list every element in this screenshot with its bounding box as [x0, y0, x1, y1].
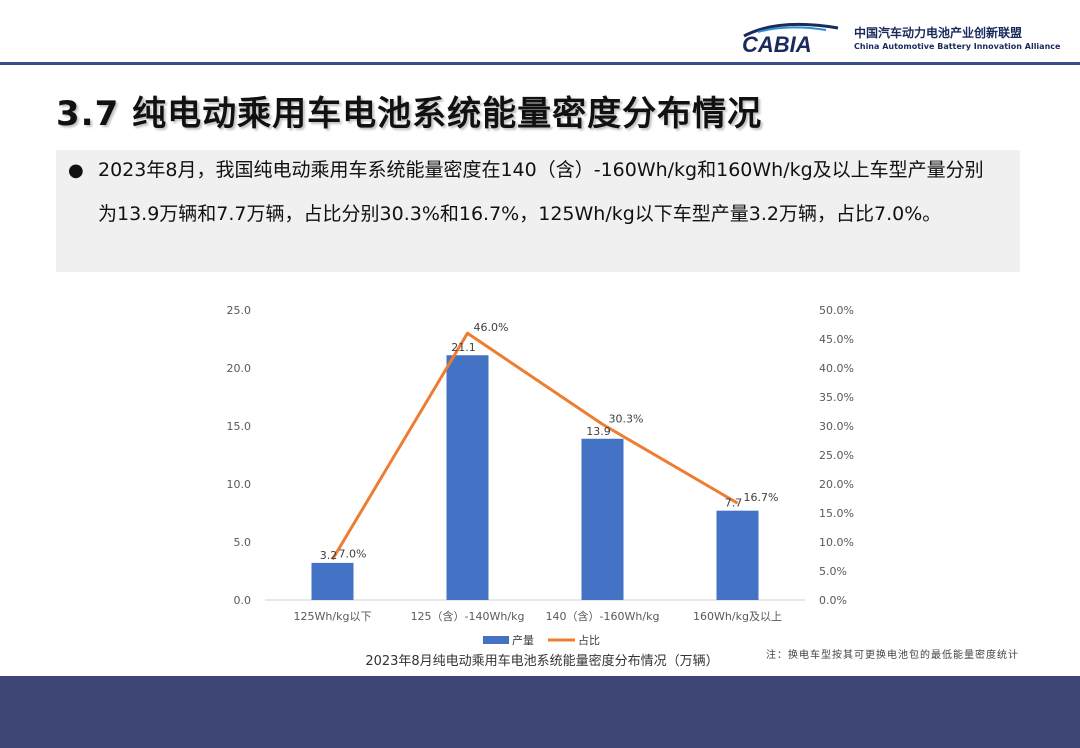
logo-swoosh-icon	[743, 22, 839, 38]
y-right-tick-label: 45.0%	[819, 333, 854, 346]
bar-data-label: 3.2	[320, 549, 338, 562]
bar-data-label: 21.1	[451, 341, 476, 354]
bar-data-label: 7.7	[725, 497, 743, 510]
line-data-label: 46.0%	[474, 321, 509, 334]
y-right-tick-label: 0.0%	[819, 594, 847, 607]
y-right-tick-label: 20.0%	[819, 478, 854, 491]
summary-box	[56, 150, 1020, 272]
legend-line-label: 占比	[578, 633, 600, 647]
chart-title: 2023年8月纯电动乘用车电池系统能量密度分布情况（万辆）	[0, 650, 1080, 669]
y-right-tick-label: 15.0%	[819, 507, 854, 520]
y-right-tick-label: 35.0%	[819, 391, 854, 404]
bar-1	[446, 355, 489, 600]
share-line	[331, 331, 739, 561]
chart-title-text: 2023年8月纯电动乘用车电池系统能量密度分布情况（万辆）	[365, 654, 719, 669]
cabia-logo: CABIA 中国汽车动力电池产业创新联盟 China Automotive Ba…	[738, 14, 1068, 58]
y-right-tick-label: 5.0%	[819, 565, 847, 578]
y-right-tick-label: 25.0%	[819, 449, 854, 462]
logo-swoosh-accent-icon	[757, 26, 827, 33]
slide-title: 3.7 纯电动乘用车电池系统能量密度分布情况	[56, 94, 763, 134]
legend-bar-label: 产量	[512, 633, 534, 647]
y-right-tick-label: 40.0%	[819, 362, 854, 375]
bar-0	[311, 562, 354, 600]
bar-3	[716, 510, 759, 600]
org-name-en: China Automotive Battery Innovation Alli…	[854, 42, 1061, 51]
summary-text: 2023年8月，我国纯电动乘用车系统能量密度在140（含）-160Wh/kg和1…	[98, 159, 984, 225]
line-data-label: 30.3%	[609, 412, 644, 425]
legend-bar-swatch	[483, 636, 509, 644]
bullet-icon: ●	[68, 160, 84, 181]
y-left-tick-label: 20.0	[227, 362, 252, 375]
y-left-tick-label: 0.0	[234, 594, 252, 607]
y-right-tick-label: 10.0%	[819, 536, 854, 549]
cabia-logo-mark: CABIA	[742, 22, 839, 57]
y-left-tick-label: 5.0	[234, 536, 252, 549]
x-tick-label: 125（含）-140Wh/kg	[411, 609, 525, 623]
footer-band	[0, 676, 1080, 748]
org-name-cn: 中国汽车动力电池产业创新联盟	[854, 26, 1023, 40]
footnote: 注：换电车型按其可更换电池包的最低能量密度统计	[766, 650, 1019, 661]
energy-density-chart: 0.0 5.0 10.0 15.0 20.0 25.0 0.0% 5.0% 10.0% 15.0%…	[227, 304, 854, 647]
x-tick-label: 140（含）-160Wh/kg	[546, 609, 660, 623]
bar-data-label: 13.9	[586, 425, 611, 438]
y-right-tick-label: 50.0%	[819, 304, 854, 317]
y-left-tick-label: 25.0	[227, 304, 252, 317]
y-left-tick-label: 15.0	[227, 420, 252, 433]
line-data-label: 7.0%	[339, 547, 367, 560]
line-data-label: 16.7%	[744, 491, 779, 504]
y-right-tick-label: 30.0%	[819, 420, 854, 433]
y-left-tick-label: 10.0	[227, 478, 252, 491]
bar-2	[581, 438, 624, 600]
logo-wordmark: CABIA	[742, 32, 812, 57]
x-tick-label: 125Wh/kg以下	[294, 610, 372, 623]
x-tick-label: 160Wh/kg及以上	[693, 610, 782, 623]
header-divider	[0, 62, 1080, 65]
